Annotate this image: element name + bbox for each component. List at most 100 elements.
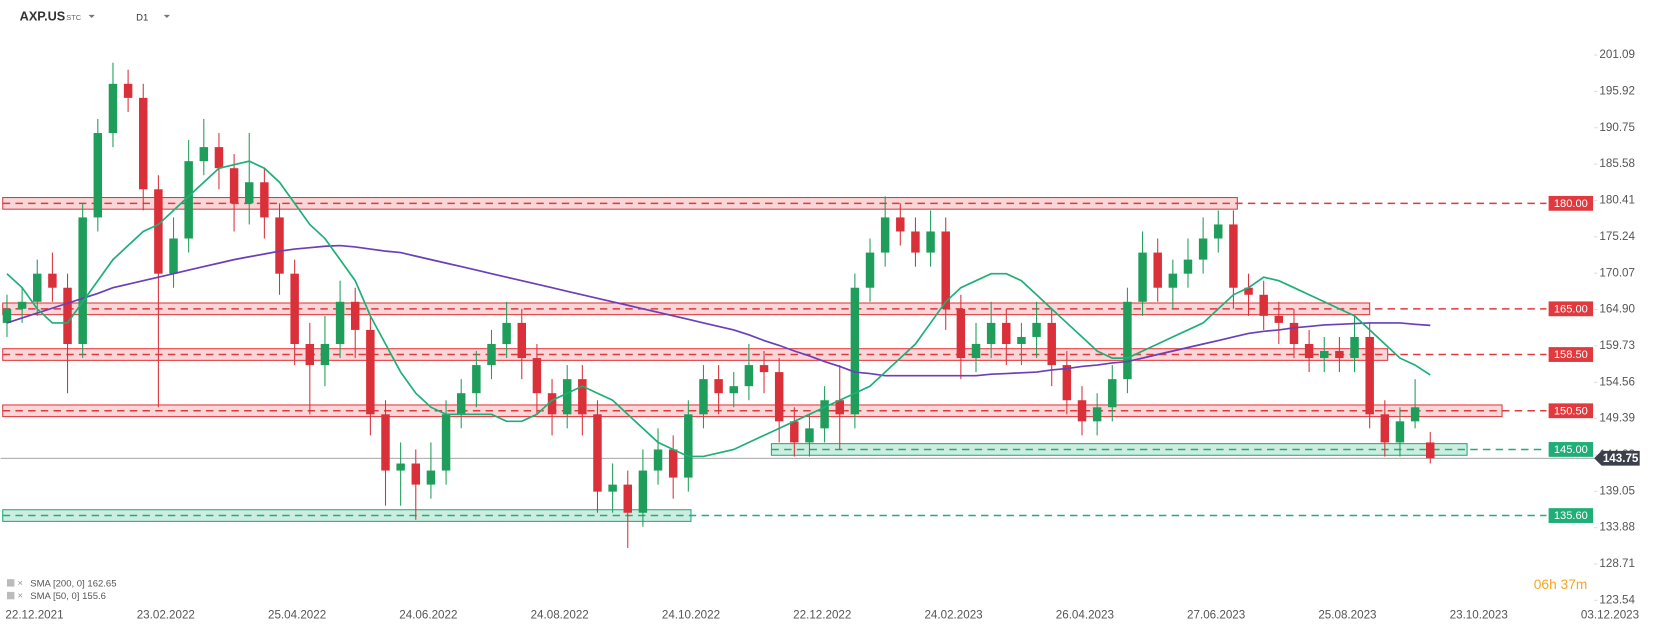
y-tick-label: 195.92 — [1599, 84, 1635, 97]
y-tick-label: 185.58 — [1599, 157, 1635, 170]
y-tick-label: 159.73 — [1599, 339, 1635, 352]
candle-body — [426, 470, 436, 485]
x-tick-label: 27.06.2023 — [1187, 608, 1245, 621]
candle-body — [805, 428, 814, 443]
candle-body — [1062, 365, 1072, 401]
candle-body — [487, 343, 496, 366]
x-tick-label: 03.12.2023 — [1581, 608, 1639, 621]
candle-body — [835, 400, 844, 415]
candle-body — [532, 358, 542, 394]
candle-body — [184, 161, 193, 239]
x-tick-label: 22.12.2021 — [5, 608, 63, 621]
x-tick-label: 24.10.2022 — [662, 608, 720, 621]
candle-body — [123, 83, 133, 98]
candle-body — [93, 133, 103, 218]
level-tag-label: 165.00 — [1554, 303, 1588, 315]
candle-body — [366, 329, 375, 415]
symbol-dropdown[interactable] — [88, 14, 95, 18]
x-tick-label: 22.12.2022 — [793, 608, 851, 621]
candle-body — [456, 393, 466, 415]
symbol[interactable]: AXP.US — [20, 9, 66, 23]
candle-body — [1002, 322, 1011, 344]
candle-body — [1410, 407, 1420, 422]
candle-body — [1304, 343, 1314, 359]
candle-body — [684, 414, 693, 478]
legend-close: × — [18, 591, 24, 602]
candle-body — [1077, 400, 1087, 422]
candle-body — [335, 301, 345, 344]
candle-body — [578, 379, 587, 415]
candle-body — [1259, 294, 1268, 316]
candle-body — [350, 301, 360, 330]
legend-icon — [6, 591, 15, 600]
candle-body — [1017, 336, 1026, 344]
candle-body — [880, 217, 890, 253]
candle-body — [941, 231, 950, 309]
candle-body — [1168, 273, 1178, 288]
x-tick-label: 24.08.2022 — [531, 608, 589, 621]
candle-body — [320, 343, 330, 366]
y-tick-label: 170.07 — [1599, 266, 1635, 279]
candle-body — [638, 470, 648, 513]
x-tick-label: 26.04.2023 — [1056, 608, 1114, 621]
candle-body — [17, 301, 27, 309]
level-tag — [1548, 403, 1594, 419]
y-tick-label: 180.41 — [1599, 194, 1635, 207]
candle-body — [48, 273, 57, 288]
level-tag-label: 180.00 — [1554, 198, 1588, 210]
candle-body — [1092, 407, 1102, 422]
candle-body — [1350, 336, 1359, 359]
y-tick-label: 139.05 — [1599, 484, 1635, 497]
candle-body — [608, 484, 617, 492]
candle-body — [502, 322, 511, 344]
level-tag — [1548, 508, 1594, 523]
candle-body — [729, 386, 738, 394]
level-tag — [1548, 347, 1594, 362]
candle-body — [411, 463, 421, 485]
candle-body — [790, 421, 799, 443]
candle-body — [199, 147, 209, 162]
candle-body — [714, 379, 723, 394]
candle-body — [896, 217, 905, 232]
level-tag-label: 135.60 — [1554, 510, 1588, 522]
timeframe[interactable]: D1 — [136, 13, 148, 24]
candle-body — [744, 365, 754, 387]
candle-body — [214, 147, 224, 169]
candle-body — [623, 484, 632, 513]
timeframe-dropdown[interactable] — [163, 14, 171, 18]
sma-line — [6, 160, 1431, 458]
candle-body — [593, 414, 602, 492]
level-tag-label: 150.50 — [1554, 405, 1588, 417]
candle-body — [820, 400, 829, 429]
candle-body — [1214, 224, 1223, 239]
candle-body — [305, 343, 315, 366]
y-tick-label: 154.56 — [1599, 375, 1635, 388]
y-tick-label: 133.88 — [1599, 521, 1635, 534]
candle-body — [154, 189, 163, 274]
candle-body — [1426, 442, 1435, 459]
candle-body — [774, 372, 784, 422]
x-tick-label: 24.02.2023 — [924, 608, 982, 621]
candle-body — [108, 83, 118, 134]
y-tick-label: 190.75 — [1599, 121, 1635, 134]
timer: 06h 37m — [1534, 577, 1588, 592]
candle-body — [1047, 322, 1056, 366]
candle-body — [396, 463, 405, 471]
y-tick-label: 164.90 — [1599, 303, 1635, 316]
candle-body — [63, 287, 72, 344]
legend-close: × — [18, 578, 24, 589]
x-tick-label: 25.04.2022 — [268, 608, 326, 621]
candle-body — [260, 182, 269, 218]
y-tick-label: 149.39 — [1599, 412, 1635, 425]
candle-body — [244, 182, 254, 204]
candle-body — [441, 414, 451, 471]
legend-value: 155.6 — [82, 591, 106, 602]
candle-body — [1380, 414, 1390, 443]
level-tag-label: 158.50 — [1554, 349, 1588, 361]
legend-name: SMA [200, 0] — [30, 578, 84, 589]
legend-icon — [6, 579, 15, 587]
candle-body — [971, 343, 981, 359]
candle-body — [33, 273, 42, 302]
